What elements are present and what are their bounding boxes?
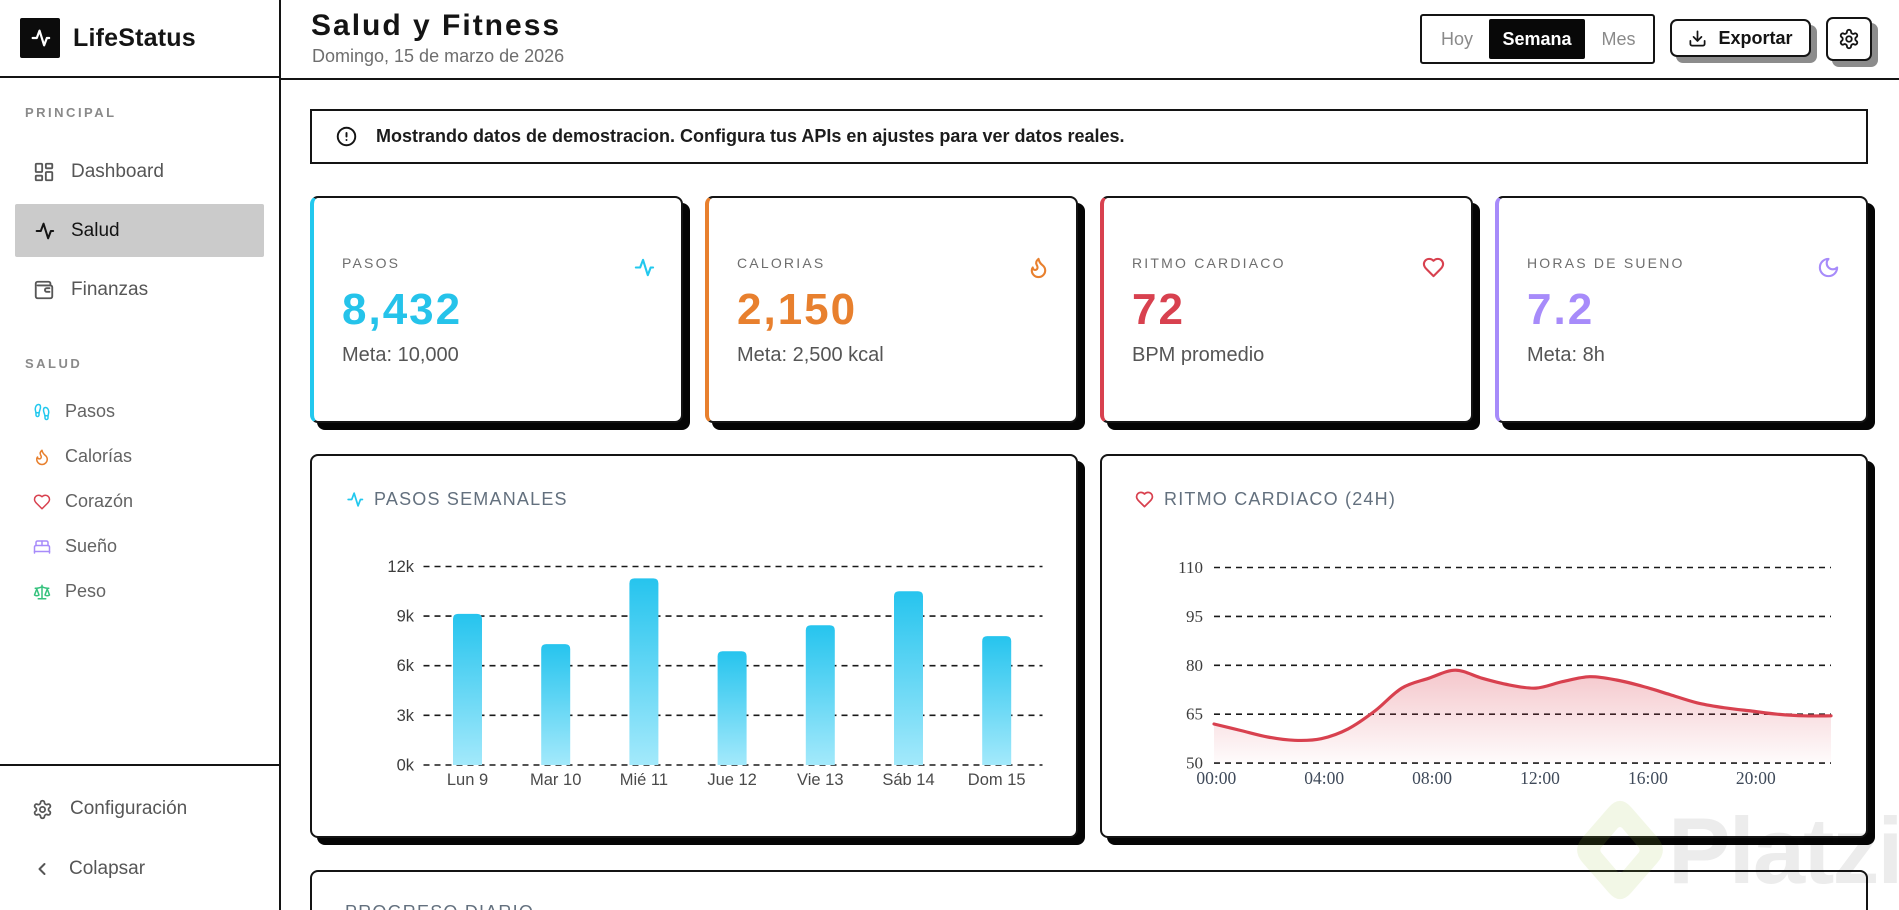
svg-text:6k: 6k (397, 657, 415, 675)
svg-text:Lun 9: Lun 9 (447, 771, 488, 789)
svg-text:95: 95 (1186, 607, 1203, 626)
svg-text:65: 65 (1186, 705, 1203, 724)
svg-text:Mar 10: Mar 10 (530, 771, 581, 789)
svg-text:20:00: 20:00 (1736, 768, 1776, 788)
svg-text:80: 80 (1186, 656, 1203, 675)
svg-text:0k: 0k (397, 757, 415, 775)
svg-text:Mié 11: Mié 11 (620, 771, 668, 789)
svg-text:Vie 13: Vie 13 (797, 771, 844, 789)
svg-text:Jue 12: Jue 12 (707, 771, 757, 789)
svg-text:Dom 15: Dom 15 (968, 771, 1026, 789)
svg-text:Sáb 14: Sáb 14 (882, 771, 934, 789)
svg-text:9k: 9k (397, 608, 415, 626)
svg-text:12:00: 12:00 (1520, 768, 1560, 788)
svg-text:50: 50 (1186, 754, 1203, 773)
svg-text:12k: 12k (387, 558, 414, 576)
svg-text:16:00: 16:00 (1628, 768, 1668, 788)
svg-text:110: 110 (1178, 558, 1203, 577)
svg-text:08:00: 08:00 (1412, 768, 1452, 788)
svg-text:3k: 3k (397, 707, 415, 725)
svg-text:00:00: 00:00 (1196, 768, 1236, 788)
svg-text:04:00: 04:00 (1304, 768, 1344, 788)
